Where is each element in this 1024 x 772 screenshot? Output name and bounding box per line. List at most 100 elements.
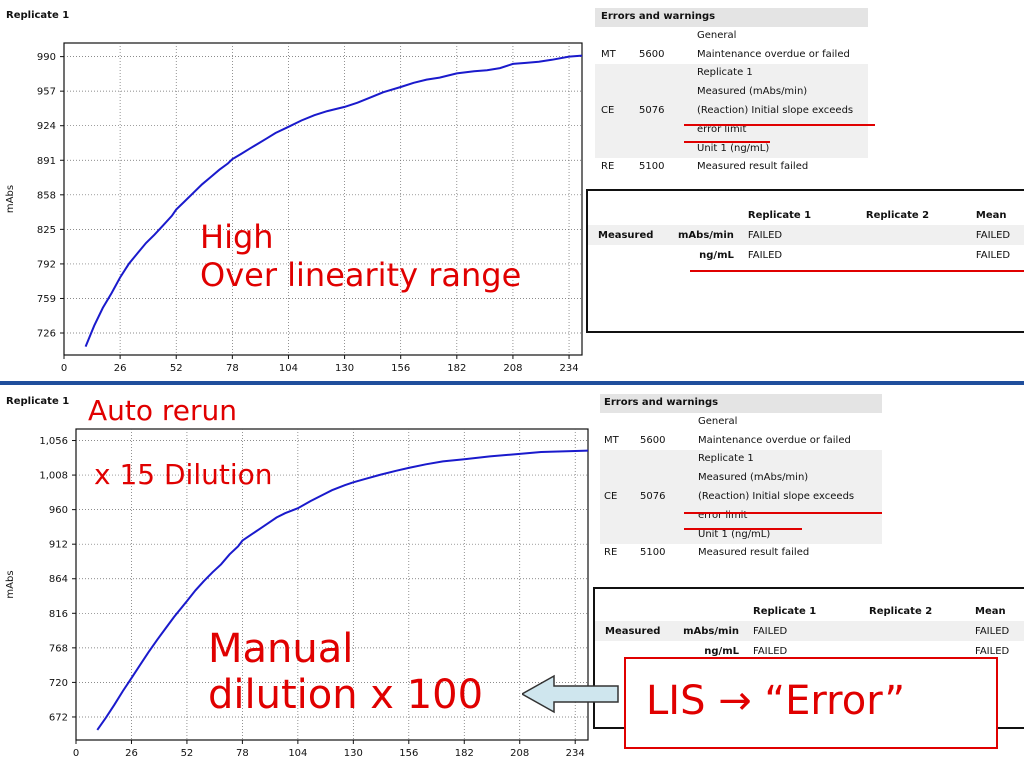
error-number: 5600 bbox=[640, 434, 666, 446]
error-text: Unit 1 (ng/mL) bbox=[698, 525, 882, 545]
bottom-chart-series-line bbox=[96, 449, 589, 731]
errors-title: Errors and warnings bbox=[595, 8, 868, 27]
top-chart-x-tick-label: 104 bbox=[279, 363, 298, 374]
top-chart-plot-area bbox=[63, 42, 583, 356]
bottom-chart-x-tick-label: 130 bbox=[344, 748, 363, 759]
result-mean: FAILED bbox=[975, 225, 1024, 245]
error-text: Measured result failed bbox=[697, 161, 809, 173]
error-text: Maintenance overdue or failed bbox=[698, 434, 851, 446]
top-chart-y-tick-label: 858 bbox=[37, 190, 56, 201]
top-chart-x-tick-label: 78 bbox=[226, 363, 239, 374]
result-replicate-2 bbox=[869, 621, 975, 641]
top-chart-y-tick-label: 759 bbox=[37, 294, 56, 305]
result-mean: FAILED bbox=[975, 249, 1011, 261]
error-number bbox=[639, 120, 697, 140]
error-text: Replicate 1 bbox=[698, 450, 882, 470]
bottom-error-underline bbox=[684, 512, 882, 514]
error-code bbox=[600, 450, 640, 470]
error-number: 5076 bbox=[640, 487, 698, 507]
bottom-chart-x-tick-label: 208 bbox=[510, 748, 529, 759]
row-label-measured: Measured bbox=[588, 225, 678, 245]
error-number: 5076 bbox=[639, 101, 697, 121]
bottom-chart-y-tick-label: 864 bbox=[49, 574, 68, 585]
result-replicate-1: FAILED bbox=[747, 249, 783, 261]
error-number bbox=[640, 469, 698, 488]
bottom-chart-y-tick-label: 720 bbox=[49, 678, 68, 689]
error-code bbox=[600, 525, 640, 545]
top-chart-y-tick-label: 924 bbox=[37, 121, 56, 132]
error-text: General bbox=[698, 415, 738, 427]
annotation-over-linearity: Over linearity range bbox=[200, 256, 522, 294]
error-code: MT bbox=[601, 48, 616, 60]
result-replicate-1: FAILED bbox=[753, 621, 869, 641]
error-text: Measured result failed bbox=[698, 547, 810, 559]
top-line-chart: 0 26 52 78 104 130 156 182 208 234 726 759 792 825 858… bbox=[5, 42, 583, 374]
error-number bbox=[639, 83, 697, 102]
top-chart-y-tick-label: 891 bbox=[37, 156, 56, 167]
error-number: 5600 bbox=[639, 48, 665, 60]
top-chart-x-tick-label: 156 bbox=[391, 363, 410, 374]
col-header-replicate-2: Replicate 2 bbox=[869, 605, 933, 617]
error-number bbox=[639, 64, 697, 84]
section-divider bbox=[0, 381, 1024, 385]
error-code bbox=[595, 83, 639, 102]
error-text: (Reaction) Initial slope exceeds bbox=[697, 101, 868, 121]
bottom-chart-y-tick-label: 768 bbox=[49, 643, 68, 654]
error-code: CE bbox=[595, 101, 639, 121]
top-chart-x-tick-label: 130 bbox=[335, 363, 354, 374]
error-text: Maintenance overdue or failed bbox=[697, 48, 850, 60]
top-chart-y-tick-label: 825 bbox=[37, 225, 56, 236]
result-replicate-1: FAILED bbox=[747, 225, 866, 245]
top-annotation: High Over linearity range bbox=[200, 218, 521, 294]
annotation-dilution-100: dilution x 100 bbox=[208, 672, 484, 718]
annotation-dilution-15: x 15 Dilution bbox=[94, 458, 273, 491]
top-chart-y-tick-label: 726 bbox=[37, 329, 56, 340]
bottom-chart-x-tick-label: 234 bbox=[566, 748, 585, 759]
error-number bbox=[640, 525, 698, 545]
unit-label: ng/mL bbox=[699, 249, 734, 261]
top-chart-x-tick-label: 234 bbox=[560, 363, 579, 374]
top-chart: 0 26 52 78 104 130 156 182 208 234 726 759 792 825 858… bbox=[0, 20, 590, 382]
error-code bbox=[595, 120, 639, 140]
bottom-chart-y-tick-label: 1,056 bbox=[39, 436, 68, 447]
bottom-chart: 0 26 52 78 104 130 156 182 208 234 672 720 768 816 864… bbox=[0, 405, 595, 768]
error-number bbox=[640, 413, 698, 432]
col-header-replicate-2: Replicate 2 bbox=[865, 209, 930, 221]
error-text: Unit 1 (ng/mL) bbox=[697, 139, 868, 159]
annotation-high: High bbox=[200, 218, 274, 256]
top-errors-table: Errors and warnings General MT 5600 Mainte… bbox=[595, 8, 868, 177]
bottom-chart-x-tick-label: 156 bbox=[399, 748, 418, 759]
col-header-replicate-1: Replicate 1 bbox=[747, 209, 812, 221]
annotation-manual: Manual bbox=[208, 626, 354, 672]
bottom-chart-y-tick-label: 672 bbox=[49, 712, 68, 723]
error-text: Measured (mAbs/min) bbox=[697, 83, 868, 102]
error-code bbox=[595, 27, 639, 46]
bottom-chart-x-tick-label: 0 bbox=[73, 748, 79, 759]
result-replicate-2 bbox=[866, 245, 976, 265]
bottom-chart-x-tick-label: 78 bbox=[236, 748, 249, 759]
top-chart-y-axis-label: mAbs bbox=[5, 185, 16, 213]
error-code bbox=[600, 469, 640, 488]
top-error-underline-short bbox=[684, 141, 770, 143]
top-chart-x-tick-label: 208 bbox=[503, 363, 522, 374]
error-number: 5100 bbox=[640, 547, 666, 559]
error-code bbox=[600, 506, 640, 526]
error-code: RE bbox=[601, 161, 615, 173]
errors-title: Errors and warnings bbox=[600, 394, 882, 413]
top-chart-y-tick-label: 792 bbox=[37, 259, 56, 270]
error-text: Measured (mAbs/min) bbox=[698, 469, 882, 488]
error-code: MT bbox=[604, 434, 619, 446]
bottom-chart-x-tick-label: 52 bbox=[181, 748, 194, 759]
bottom-chart-plot-area bbox=[75, 428, 589, 741]
error-code: CE bbox=[600, 487, 640, 507]
error-text: General bbox=[697, 29, 737, 41]
error-number: 5100 bbox=[639, 161, 665, 173]
result-replicate-2 bbox=[865, 225, 976, 245]
error-text: error limit bbox=[698, 506, 882, 526]
bottom-errors-table: Errors and warnings General MT 5600 Mainte… bbox=[600, 394, 882, 563]
error-number bbox=[639, 27, 697, 46]
result-mean: FAILED bbox=[975, 621, 1024, 641]
error-number bbox=[639, 139, 697, 159]
unit-label: mAbs/min bbox=[681, 621, 753, 641]
bottom-chart-x-tick-label: 104 bbox=[288, 748, 307, 759]
